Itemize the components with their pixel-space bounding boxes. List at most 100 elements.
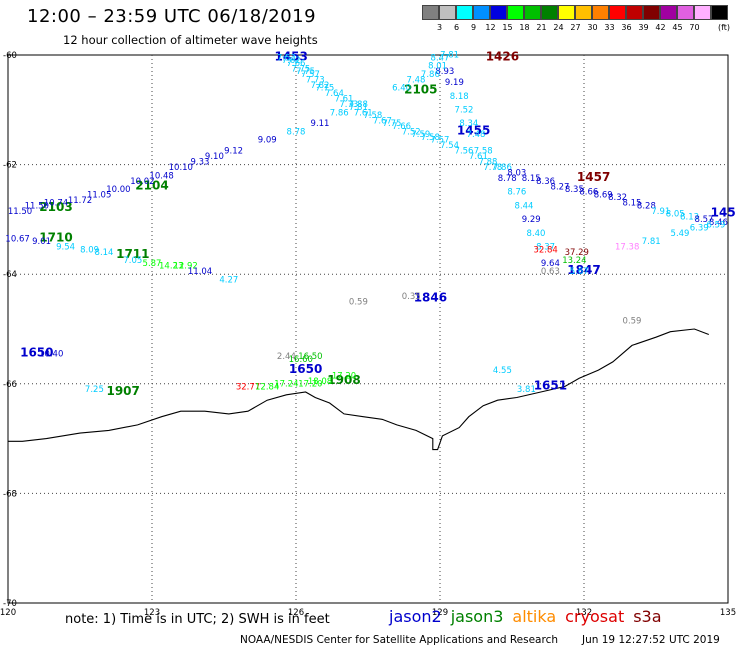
swh-value: 7.73 — [339, 100, 358, 110]
swh-value: 7.48 — [407, 75, 426, 85]
swh-value: 2.44 — [277, 352, 296, 362]
scale-swatch — [677, 5, 694, 20]
swh-value: 5.87 — [143, 259, 162, 269]
scale-label: 21 — [536, 23, 547, 32]
swh-value: 8.05 — [666, 210, 685, 220]
scale-swatch — [592, 5, 609, 20]
scale-swatch — [558, 5, 575, 20]
swh-value: 8.01 — [428, 62, 447, 72]
swh-value: 7.81 — [642, 237, 661, 247]
swh-value: 11.72 — [68, 196, 92, 206]
swh-value: 7.57 — [431, 136, 450, 146]
y-tick-label: -60 — [3, 51, 17, 61]
swh-value: 12.92 — [173, 262, 197, 272]
scale-swatch — [524, 5, 541, 20]
scale-swatch — [422, 5, 439, 20]
scale-label: 70 — [689, 23, 700, 32]
page-subtitle: 12 hour collection of altimeter wave hei… — [63, 33, 318, 47]
swh-value: 9.01 — [32, 237, 51, 247]
track-time-label: 1455 — [457, 123, 490, 137]
swh-value: 8.78 — [498, 174, 517, 184]
plot-frame — [7, 54, 729, 604]
swh-value: 7.75 — [383, 119, 402, 129]
track-time-label: 2104 — [135, 178, 168, 192]
swh-value: 8.28 — [637, 201, 656, 211]
scale-swatch — [694, 5, 711, 20]
x-tick-label: 132 — [576, 608, 592, 618]
swh-value: 7.56 — [455, 147, 474, 157]
swh-value: 7.57 — [301, 70, 320, 80]
swh-value: 17.38 — [615, 243, 639, 253]
swh-value: 7.66 — [287, 59, 306, 69]
legend-entry: s3a — [633, 607, 662, 626]
swh-value: 5.49 — [671, 229, 690, 239]
y-tick-label: -64 — [3, 270, 17, 280]
swh-value: 8.35 — [565, 185, 584, 195]
swh-value: 9.54 — [56, 243, 75, 253]
swh-value: 7.81 — [349, 103, 368, 113]
swh-value: 11.50 — [8, 207, 32, 217]
track-time-label: 1710 — [39, 230, 72, 244]
swh-value: 7.75 — [315, 84, 334, 94]
swh-value: 8.76 — [507, 188, 526, 198]
track-time-label: 1453 — [274, 49, 307, 63]
swh-value: 8.03 — [507, 169, 526, 179]
swh-value: 7.53 — [277, 53, 296, 63]
color-scale-unit: (ft) — [718, 23, 731, 32]
swh-value: 6.39 — [690, 223, 709, 233]
swh-value: 10.74 — [44, 199, 68, 209]
swh-value: 7.78 — [483, 163, 502, 173]
swh-value: 10.10 — [169, 163, 193, 173]
swh-value: 7.81 — [440, 51, 459, 61]
x-tick-label: 120 — [0, 608, 16, 618]
swh-value: 10.40 — [39, 349, 63, 359]
plot-border — [7, 54, 729, 604]
track-time-label: 1426 — [486, 49, 519, 63]
swh-value: 0.63 — [541, 267, 560, 277]
scale-label: 45 — [672, 23, 683, 32]
swh-value: 3.81 — [517, 385, 536, 395]
swh-value: 16.50 — [298, 352, 322, 362]
swh-value: 7.52 — [455, 106, 474, 116]
swh-value: 7.58 — [421, 133, 440, 143]
x-tick-label: 123 — [144, 608, 160, 618]
swh-value: 8.47 — [431, 53, 450, 63]
swh-value: 0.59 — [623, 317, 642, 327]
swh-value: 6.59 — [707, 221, 726, 231]
scale-label: 36 — [621, 23, 632, 32]
swh-value: 8.66 — [579, 188, 598, 198]
swh-value: 5.67 — [570, 267, 589, 277]
swh-value: 8.57 — [695, 215, 714, 225]
swh-value: 7.58 — [474, 147, 493, 157]
swh-value: 8.13 — [680, 212, 699, 222]
track-time-label: 1907 — [106, 384, 139, 398]
scale-swatch — [711, 5, 728, 20]
swh-value: 8.40 — [527, 229, 546, 239]
track-time-label: 2105 — [404, 82, 437, 96]
track-time-label: 1711 — [116, 247, 149, 261]
swh-value: 17.20 — [298, 380, 322, 390]
swh-value: 7.52 — [402, 127, 421, 137]
swh-value: 7.48 — [467, 130, 486, 140]
swh-value: 8.44 — [515, 201, 534, 211]
y-tick-label: -62 — [3, 161, 17, 171]
swh-value: 8.15 — [522, 174, 541, 184]
scale-swatch — [541, 5, 558, 20]
swh-value: 10.67 — [5, 234, 29, 244]
legend-entry: cryosat — [565, 607, 625, 626]
swh-value: 9.11 — [311, 119, 330, 129]
scale-label: 30 — [587, 23, 598, 32]
swh-value: 11.04 — [188, 267, 212, 277]
swh-value: 7.86 — [330, 108, 349, 118]
page-title: 12:00 – 23:59 UTC 06/18/2019 — [27, 6, 317, 27]
footnote: note: 1) Time is in UTC; 2) SWH is in fe… — [65, 612, 330, 627]
swh-value: 7.61 — [335, 95, 354, 105]
swh-values: 7.537.627.667.757.757.577.737.827.757.64… — [5, 51, 727, 395]
swh-value: 7.64 — [325, 89, 344, 99]
swh-value: 7.88 — [479, 158, 498, 168]
swh-value: 7.05 — [123, 256, 142, 266]
scale-swatch — [643, 5, 660, 20]
swh-value: 7.88 — [349, 100, 368, 110]
antarctic-coastline — [8, 328, 709, 451]
satellite-legend: jason2 jason3 altika cryosat s3a — [389, 607, 671, 626]
